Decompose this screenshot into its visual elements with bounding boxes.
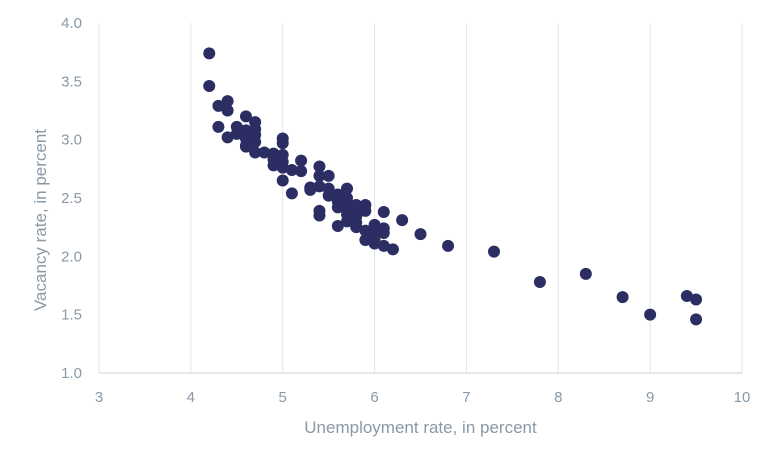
data-point: [295, 165, 308, 178]
data-point: [212, 120, 225, 133]
data-point: [331, 201, 344, 214]
x-tick-label: 9: [646, 389, 654, 406]
data-point: [212, 99, 225, 112]
x-tick-label: 4: [187, 389, 195, 406]
data-point: [533, 276, 546, 288]
data-point: [331, 220, 344, 232]
data-point: [221, 131, 234, 144]
y-tick-label: 4.0: [61, 15, 82, 32]
data-point: [341, 215, 354, 228]
data-point: [285, 187, 298, 200]
data-point: [680, 290, 693, 302]
x-tick-label: 3: [95, 389, 103, 406]
data-point: [203, 80, 216, 92]
data-point: [414, 228, 427, 241]
data-point: [377, 206, 390, 218]
data-point: [644, 308, 657, 321]
data-point: [442, 239, 455, 252]
y-tick-label: 2.0: [61, 248, 82, 265]
x-tick-label: 10: [734, 389, 751, 406]
data-point: [350, 221, 363, 234]
data-point: [221, 104, 234, 117]
data-point: [276, 161, 289, 174]
data-point: [322, 169, 335, 182]
y-tick-labels: 1.0 1.5 2.0 2.5 3.0 3.5 4.0: [61, 15, 82, 382]
data-point: [359, 234, 372, 246]
x-axis-title: Unemployment rate, in percent: [304, 418, 537, 437]
data-point: [616, 291, 629, 304]
data-point: [239, 110, 252, 123]
data-point: [258, 146, 271, 159]
data-point: [313, 180, 326, 193]
data-point: [396, 214, 409, 227]
y-tick-label: 2.5: [61, 190, 82, 207]
y-axis-title: Vacancy rate, in percent: [31, 129, 50, 311]
data-point: [221, 95, 234, 108]
x-tick-label: 7: [462, 389, 470, 406]
data-point: [322, 189, 335, 202]
data-point: [304, 183, 317, 196]
x-tick-labels: 3 4 5 6 7 8 9 10: [95, 389, 751, 406]
data-point: [249, 146, 262, 159]
data-point: [341, 182, 354, 195]
data-point: [276, 137, 289, 150]
data-point: [487, 245, 500, 258]
data-point: [359, 204, 372, 217]
y-tick-label: 1.0: [61, 365, 82, 382]
data-points: [203, 47, 703, 326]
y-tick-label: 3.0: [61, 132, 82, 149]
data-point: [203, 47, 216, 60]
data-point: [690, 313, 703, 326]
data-point: [276, 174, 289, 187]
data-point: [239, 140, 252, 153]
data-point: [313, 160, 326, 173]
data-point: [359, 224, 372, 237]
x-tick-label: 6: [370, 389, 378, 406]
data-point: [579, 267, 592, 280]
x-tick-label: 8: [554, 389, 562, 406]
gridlines: [98, 23, 743, 373]
data-point: [313, 204, 326, 217]
data-point: [368, 237, 381, 250]
data-point: [377, 239, 390, 252]
data-point: [295, 154, 308, 167]
data-point: [267, 159, 280, 172]
y-tick-label: 3.5: [61, 73, 82, 90]
data-point: [377, 227, 390, 239]
data-point: [386, 243, 399, 256]
data-point: [368, 218, 381, 231]
data-point: [230, 127, 243, 140]
data-point: [690, 293, 703, 306]
data-point: [313, 169, 326, 182]
data-point: [285, 164, 298, 176]
y-tick-label: 1.5: [61, 307, 82, 324]
x-tick-label: 5: [279, 389, 287, 406]
data-point: [249, 136, 262, 148]
